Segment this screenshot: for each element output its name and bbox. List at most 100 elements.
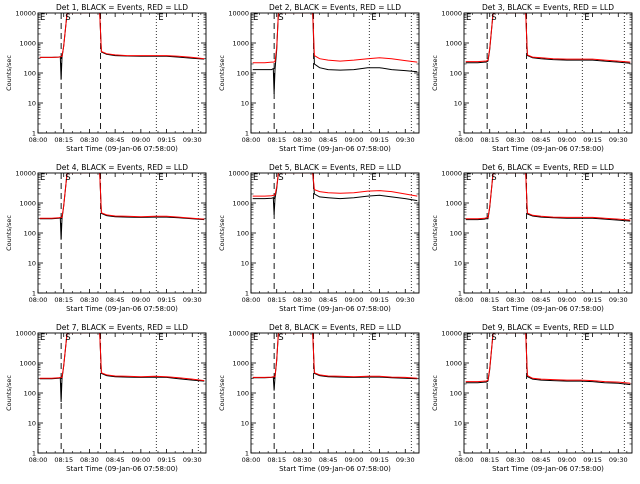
x-tick-label: 08:00 [455, 296, 474, 304]
end-marker-label: E [40, 333, 45, 343]
chart-panel-7: Det 7, BLACK = Events, RED = LLD Counts/s… [5, 323, 207, 473]
end-marker-label: E [371, 13, 376, 23]
x-axis-label: Start Time (09-Jan-06 07:58:00) [492, 465, 604, 473]
x-tick-label: 09:00 [557, 136, 576, 144]
y-tick-label: 100 [450, 230, 462, 238]
y-tick-label: 1000 [19, 200, 36, 208]
start-marker-label: S [65, 333, 70, 343]
y-axis-label: Counts/sec [431, 55, 439, 91]
y-tick-label: 10000 [15, 10, 36, 18]
x-tick-label: 08:15 [267, 136, 286, 144]
series-line-lld [465, 333, 631, 384]
x-tick-label: 09:30 [609, 136, 628, 144]
y-tick-label: 10000 [228, 10, 249, 18]
end-marker-label: E [371, 173, 376, 183]
y-tick-label: 1 [458, 130, 462, 138]
series-group [465, 173, 631, 222]
x-tick-label: 09:15 [583, 136, 602, 144]
start-marker-label: S [491, 333, 496, 343]
plot-frame [463, 332, 633, 454]
x-tick-label: 08:00 [455, 456, 474, 464]
x-tick-label: 08:15 [267, 296, 286, 304]
x-tick-label: 09:30 [183, 136, 202, 144]
start-marker-label: S [65, 13, 70, 23]
y-tick-label: 1000 [445, 360, 462, 368]
series-line-lld [39, 173, 205, 220]
chart-title: Det 5, BLACK = Events, RED = LLD [269, 163, 401, 172]
y-tick-label: 1 [458, 290, 462, 298]
series-line-events [39, 13, 205, 80]
x-tick-label: 09:30 [183, 296, 202, 304]
y-axis-label: Counts/sec [431, 375, 439, 411]
y-tick-label: 100 [24, 230, 36, 238]
x-tick-label: 09:15 [157, 136, 176, 144]
y-tick-label: 1000 [445, 200, 462, 208]
series-group [39, 13, 205, 80]
y-axis-label: Counts/sec [218, 55, 226, 91]
y-tick-label: 10000 [15, 330, 36, 338]
x-tick-label: 08:45 [319, 136, 338, 144]
y-tick-label: 10 [454, 420, 462, 428]
y-tick-label: 10 [454, 260, 462, 268]
series-group [252, 13, 418, 95]
series-group [252, 173, 418, 215]
x-tick-label: 09:15 [157, 456, 176, 464]
y-tick-label: 10000 [441, 330, 462, 338]
x-tick-label: 09:15 [157, 296, 176, 304]
y-axis-label: Counts/sec [5, 375, 13, 411]
x-tick-label: 08:00 [242, 296, 261, 304]
y-tick-label: 100 [450, 70, 462, 78]
y-tick-label: 10 [28, 260, 36, 268]
x-tick-label: 08:45 [319, 296, 338, 304]
end-marker-label: E [40, 13, 45, 23]
x-tick-label: 08:30 [293, 456, 312, 464]
x-tick-label: 09:00 [131, 456, 150, 464]
x-tick-label: 08:30 [506, 456, 525, 464]
x-tick-label: 09:15 [370, 456, 389, 464]
x-tick-label: 08:15 [480, 136, 499, 144]
end-marker-label: E [253, 333, 258, 343]
start-marker-label: S [65, 173, 70, 183]
chart-panel-4: Det 4, BLACK = Events, RED = LLD Counts/s… [5, 163, 207, 313]
y-tick-label: 10000 [441, 170, 462, 178]
end-marker-label: E [253, 173, 258, 183]
x-tick-label: 08:30 [293, 136, 312, 144]
x-tick-label: 09:00 [344, 456, 363, 464]
x-tick-label: 08:45 [532, 456, 551, 464]
x-tick-label: 09:30 [609, 296, 628, 304]
end-marker-label: E [584, 173, 589, 183]
y-tick-label: 1000 [19, 360, 36, 368]
x-tick-label: 08:45 [532, 136, 551, 144]
chart-panel-2: Det 2, BLACK = Events, RED = LLD Counts/s… [218, 3, 420, 153]
series-line-events [39, 173, 205, 240]
end-marker-label: E [253, 13, 258, 23]
chart-panel-1: Det 1, BLACK = Events, RED = LLD Counts/s… [5, 3, 207, 153]
end-marker-label: E [584, 13, 589, 23]
x-tick-label: 08:00 [29, 136, 48, 144]
chart-title: Det 7, BLACK = Events, RED = LLD [56, 323, 188, 332]
end-marker-label: E [584, 333, 589, 343]
end-marker-label: E [466, 333, 471, 343]
y-axis-label: Counts/sec [5, 55, 13, 91]
series-line-lld [465, 13, 631, 63]
plot-frame [463, 172, 633, 294]
x-tick-label: 08:15 [480, 296, 499, 304]
x-tick-label: 08:45 [319, 456, 338, 464]
y-tick-label: 100 [24, 390, 36, 398]
x-tick-label: 08:15 [267, 456, 286, 464]
start-marker-label: S [491, 13, 496, 23]
y-tick-label: 10 [241, 260, 249, 268]
y-axis-label: Counts/sec [218, 215, 226, 251]
y-tick-label: 10 [241, 100, 249, 108]
x-tick-label: 09:00 [131, 296, 150, 304]
y-tick-label: 1 [32, 290, 36, 298]
x-tick-label: 08:15 [54, 456, 73, 464]
chart-title: Det 6, BLACK = Events, RED = LLD [482, 163, 614, 172]
chart-title: Det 9, BLACK = Events, RED = LLD [482, 323, 614, 332]
y-tick-label: 1000 [232, 200, 249, 208]
x-axis-label: Start Time (09-Jan-06 07:58:00) [279, 305, 391, 313]
x-tick-label: 09:30 [609, 456, 628, 464]
series-group [39, 173, 205, 240]
plot-frame [37, 172, 207, 294]
